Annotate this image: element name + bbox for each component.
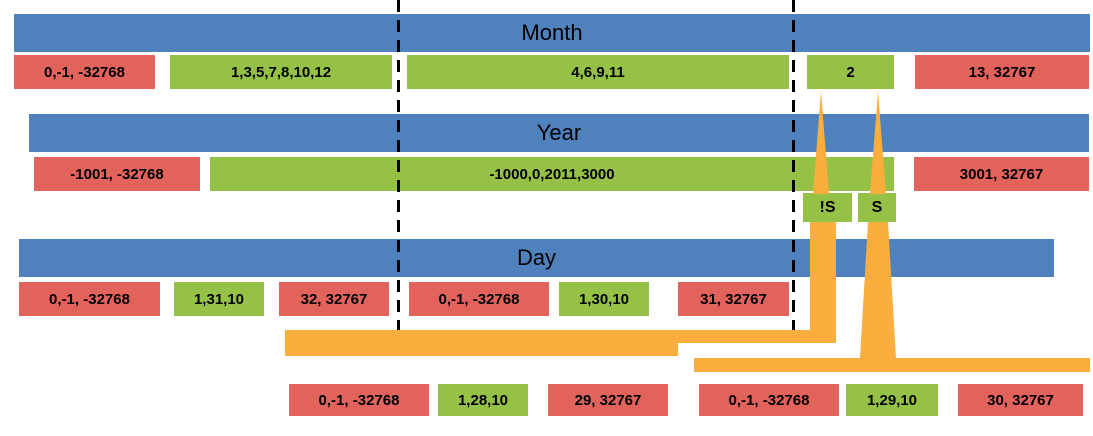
day30-valid-box: 1,30,10 <box>559 282 649 316</box>
year-invalid-high-box: 3001, 32767 <box>914 157 1089 191</box>
feb29-invalid-high-box: 30, 32767 <box>958 384 1083 416</box>
leap-flag-box: S <box>858 193 896 222</box>
feb28-invalid-low-box: 0,-1, -32768 <box>289 384 429 416</box>
month-invalid-high-box: 13, 32767 <box>915 55 1089 89</box>
nonleap-flag-box: !S <box>803 193 852 222</box>
feb28-invalid-high-label: 29, 32767 <box>574 391 642 409</box>
year-bar-label: Year <box>536 120 582 145</box>
day30-invalid-low-box: 0,-1, -32768 <box>409 282 549 316</box>
month-30day-box: 4,6,9,11 <box>407 55 789 89</box>
month-bar: Month <box>14 14 1090 52</box>
day31-invalid-low-box: 0,-1, -32768 <box>19 282 160 316</box>
year-valid-box: -1000,0,2011,3000 <box>210 157 894 191</box>
month-invalid-low-box: 0,-1, -32768 <box>14 55 155 89</box>
feb29-invalid-high-label: 30, 32767 <box>987 391 1054 409</box>
partition-divider-right <box>792 0 795 330</box>
day31-invalid-high-label: 32, 32767 <box>300 290 368 308</box>
feb29-invalid-low-label: 0,-1, -32768 <box>728 391 810 409</box>
month-31day-box: 1,3,5,7,8,10,12 <box>170 55 392 89</box>
day30-invalid-high-label: 31, 32767 <box>700 290 767 308</box>
day31-valid-label: 1,31,10 <box>193 290 245 308</box>
feb28-valid-label: 1,28,10 <box>457 391 509 409</box>
connector-bar-leap <box>694 358 1090 372</box>
connector-bar-nonleap-upper <box>285 330 836 343</box>
connector-bar-nonleap-lower <box>285 343 678 356</box>
month-bar-label: Month <box>521 20 583 45</box>
day30-invalid-high-box: 31, 32767 <box>678 282 789 316</box>
month-february-box: 2 <box>807 55 894 89</box>
day31-valid-box: 1,31,10 <box>174 282 264 316</box>
month-31day-label: 1,3,5,7,8,10,12 <box>230 63 332 81</box>
month-february-label: 2 <box>846 63 855 81</box>
day-bar: Day <box>19 239 1054 277</box>
feb28-invalid-high-box: 29, 32767 <box>548 384 668 416</box>
feb28-invalid-low-label: 0,-1, -32768 <box>318 391 400 409</box>
feb29-invalid-low-box: 0,-1, -32768 <box>699 384 839 416</box>
year-invalid-low-box: -1001, -32768 <box>34 157 200 191</box>
day30-valid-label: 1,30,10 <box>578 290 630 308</box>
day-bar-label: Day <box>516 245 557 270</box>
month-30day-label: 4,6,9,11 <box>571 63 625 81</box>
feb29-valid-label: 1,29,10 <box>866 391 918 409</box>
month-invalid-low-label: 0,-1, -32768 <box>44 63 125 81</box>
year-invalid-low-label: -1001, -32768 <box>70 165 164 183</box>
year-bar: Year <box>29 114 1089 152</box>
nonleap-flag-label: !S <box>819 198 836 216</box>
day31-invalid-low-label: 0,-1, -32768 <box>49 290 130 308</box>
year-invalid-high-label: 3001, 32767 <box>959 165 1044 183</box>
leap-flag-label: S <box>871 198 883 216</box>
day30-invalid-low-label: 0,-1, -32768 <box>438 290 520 308</box>
partition-divider-left <box>397 0 400 330</box>
day31-invalid-high-box: 32, 32767 <box>279 282 389 316</box>
feb29-valid-box: 1,29,10 <box>846 384 938 416</box>
month-invalid-high-label: 13, 32767 <box>968 63 1036 81</box>
feb28-valid-box: 1,28,10 <box>438 384 528 416</box>
year-valid-label: -1000,0,2011,3000 <box>489 165 615 183</box>
